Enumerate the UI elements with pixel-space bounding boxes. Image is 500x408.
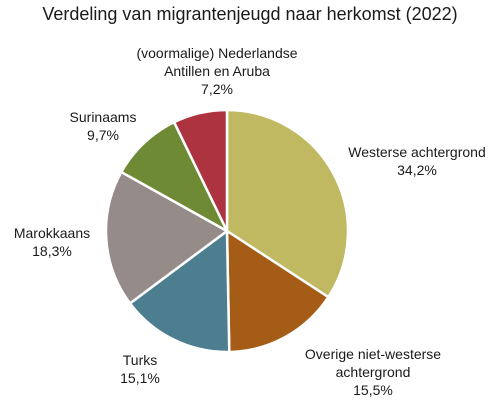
slice-name-label: Antillen en Aruba xyxy=(164,63,270,79)
slice-name-label: (voormalige) Nederlandse xyxy=(136,45,297,61)
slice-value-label: 15,1% xyxy=(120,370,160,386)
chart-title: Verdeling van migrantenjeugd naar herkom… xyxy=(42,4,458,24)
pie-slice-2 xyxy=(225,229,330,354)
slice-value-label: 18,3% xyxy=(32,243,72,259)
slice-value-label: 15,5% xyxy=(353,382,393,398)
slice-name-label: achtergrond xyxy=(336,364,411,380)
pie-slice-4 xyxy=(104,170,229,305)
slice-value-label: 34,2% xyxy=(397,162,437,178)
slice-value-label: 9,7% xyxy=(87,127,119,143)
slice-value-label: 7,2% xyxy=(201,81,233,97)
slice-name-label: Turks xyxy=(123,352,157,368)
slice-name-label: Overige niet-westerse xyxy=(305,346,441,362)
pie-slice-5 xyxy=(120,120,229,233)
slice-name-label: Westerse achtergrond xyxy=(348,144,485,160)
pie-slice-6 xyxy=(172,108,229,233)
slice-name-label: Surinaams xyxy=(70,109,137,125)
pie-slice-3 xyxy=(128,229,231,354)
slice-name-label: Marokkaans xyxy=(14,225,90,241)
